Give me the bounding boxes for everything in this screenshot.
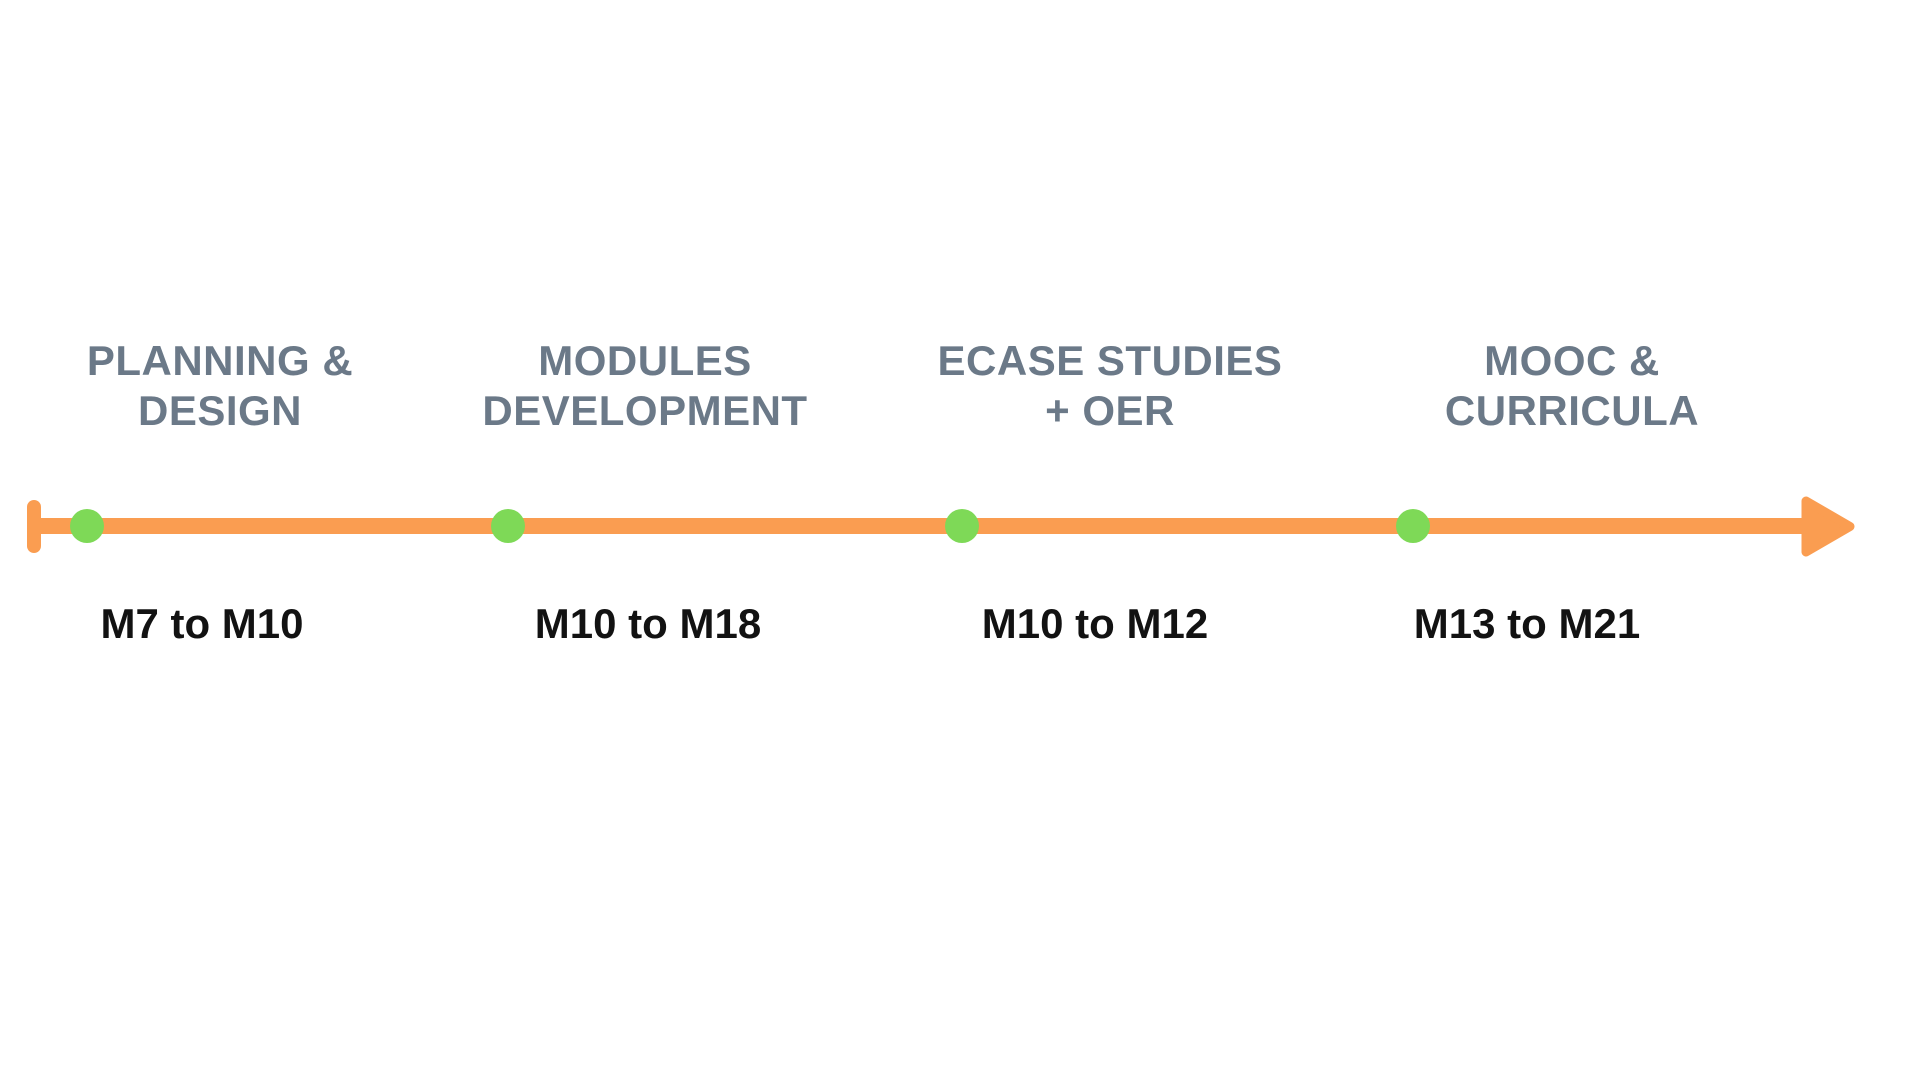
phase-title-line2: DESIGN (137, 387, 303, 434)
phase-title-modules-development: MODULES DEVELOPMENT (385, 336, 905, 436)
phase-months-label: M7 to M10 (100, 600, 304, 647)
phase-title-ecase-studies-oer: ECASE STUDIES + OER (850, 336, 1370, 436)
phase-title-line1: MOOC & (1484, 337, 1660, 384)
timeline-milestone-dot (1396, 509, 1430, 543)
phase-title-planning-design: PLANNING & DESIGN (0, 336, 480, 436)
phase-title-line2: + OER (1045, 387, 1175, 434)
phase-months-label: M10 to M12 (981, 600, 1209, 647)
arrow-head-shape (1801, 496, 1855, 557)
phase-title-mooc-curricula: MOOC & CURRICULA (1312, 336, 1832, 436)
phase-title-line2: CURRICULA (1444, 387, 1700, 434)
timeline-milestone-dot (491, 509, 525, 543)
phase-title-line2: DEVELOPMENT (482, 387, 808, 434)
phase-months-label: M10 to M18 (534, 600, 762, 647)
timeline-line (33, 518, 1812, 534)
phase-title-line1: ECASE STUDIES (937, 337, 1283, 384)
timeline-start-cap (27, 500, 41, 553)
timeline-milestone-dot (70, 509, 104, 543)
phase-title-line1: PLANNING & (86, 337, 354, 384)
phase-months-label: M13 to M21 (1413, 600, 1641, 647)
timeline-milestone-dot (945, 509, 979, 543)
phase-title-line1: MODULES (538, 337, 752, 384)
arrow-head-icon (1801, 496, 1855, 557)
